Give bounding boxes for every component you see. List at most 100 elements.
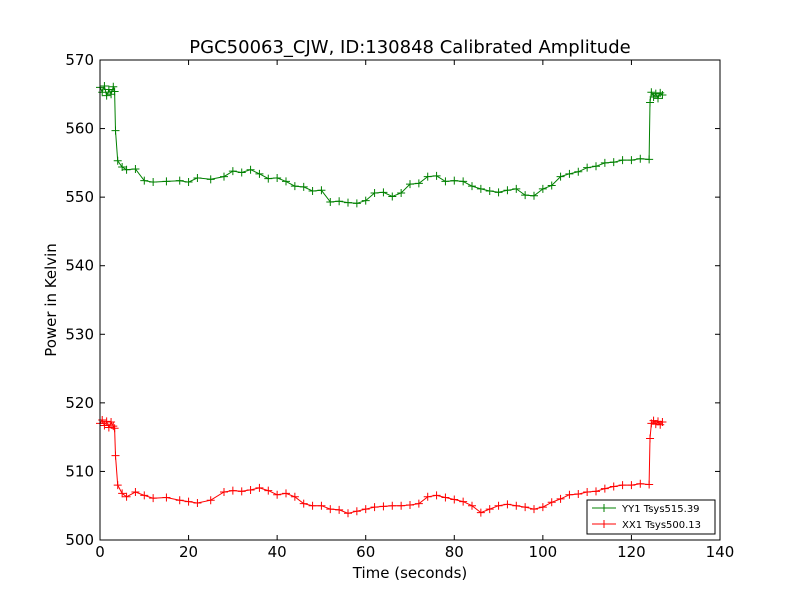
- data-point: [264, 486, 273, 495]
- data-point: [647, 88, 656, 97]
- chart-title: PGC50063_CJW, ID:130848 Calibrated Ampli…: [189, 37, 630, 58]
- series-xx1: [96, 416, 667, 518]
- data-point: [290, 182, 299, 191]
- data-point: [609, 482, 618, 491]
- data-point: [352, 507, 361, 516]
- data-point: [335, 505, 344, 514]
- data-point: [111, 126, 120, 135]
- legend-marker-yy1: [600, 504, 608, 512]
- legend: YY1 Tsys515.39 XX1 Tsys500.13: [586, 499, 716, 535]
- data-point: [547, 181, 556, 190]
- data-point: [326, 197, 335, 206]
- data-point: [414, 499, 423, 508]
- data-point: [636, 479, 645, 488]
- data-point: [206, 496, 215, 505]
- data-point: [547, 498, 556, 507]
- legend-label-xx1: XX1 Tsys500.13: [622, 520, 701, 531]
- y-tick-label: 500: [65, 531, 94, 549]
- data-point: [646, 98, 655, 107]
- data-point: [299, 182, 308, 191]
- data-point: [193, 173, 202, 182]
- data-point: [432, 171, 441, 180]
- data-point: [565, 490, 574, 499]
- axis-ticks: 0 20 40 60 80 100 120 140 500 510 520 530 540 550 560 5…: [65, 51, 734, 561]
- data-point: [468, 182, 476, 191]
- data-point: [512, 184, 521, 193]
- data-point: [98, 416, 107, 424]
- data-point: [651, 89, 660, 98]
- data-point: [600, 484, 609, 493]
- data-point: [111, 451, 120, 460]
- series-yy1: [96, 82, 667, 208]
- data-point: [658, 90, 667, 99]
- data-point: [530, 191, 538, 200]
- data-point: [131, 488, 140, 496]
- data-point: [100, 82, 109, 91]
- data-point: [646, 434, 655, 443]
- data-point: [118, 489, 127, 498]
- data-point: [654, 94, 662, 103]
- data-point: [592, 487, 600, 496]
- data-point: [565, 169, 574, 178]
- data-point: [273, 490, 282, 499]
- data-point: [308, 501, 317, 510]
- x-tick-label: 40: [268, 543, 287, 561]
- data-point: [627, 156, 636, 165]
- y-tick-label: 530: [65, 325, 94, 343]
- x-tick-label: 20: [179, 543, 198, 561]
- data-point: [335, 197, 344, 206]
- data-point: [618, 481, 627, 490]
- data-point: [282, 177, 290, 186]
- data-point: [109, 82, 118, 91]
- data-point: [503, 186, 512, 195]
- data-point: [246, 165, 255, 174]
- data-point: [118, 162, 127, 171]
- y-tick-label: 570: [65, 51, 94, 69]
- legend-box: [586, 499, 716, 535]
- data-point: [299, 499, 308, 508]
- data-point: [583, 163, 592, 172]
- data-point: [521, 503, 530, 512]
- data-point: [102, 417, 111, 426]
- data-point: [618, 156, 627, 165]
- data-point: [246, 485, 255, 494]
- data-point: [110, 424, 119, 433]
- data-point: [583, 488, 592, 496]
- data-point: [317, 501, 326, 510]
- data-point: [344, 509, 352, 518]
- data-point: [423, 492, 432, 501]
- data-point: [290, 492, 299, 501]
- data-point: [122, 165, 131, 174]
- data-point: [645, 155, 654, 164]
- data-point: [220, 172, 228, 181]
- data-point: [273, 173, 282, 182]
- data-point: [459, 177, 468, 186]
- data-point: [104, 85, 113, 94]
- data-point: [149, 178, 158, 187]
- plot-area: [96, 82, 667, 518]
- data-point: [175, 496, 184, 505]
- data-point: [441, 177, 450, 186]
- data-point: [361, 505, 370, 514]
- data-point: [308, 186, 317, 195]
- data-point: [485, 186, 494, 195]
- data-point: [538, 184, 547, 193]
- data-point: [512, 501, 521, 510]
- y-tick-label: 540: [65, 257, 94, 275]
- y-axis-label: Power in Kelvin: [42, 243, 60, 357]
- data-point: [317, 186, 326, 195]
- data-point: [352, 199, 361, 208]
- x-tick-label: 60: [356, 543, 375, 561]
- data-point: [388, 192, 397, 201]
- data-point: [379, 188, 388, 197]
- y-tick-label: 560: [65, 120, 94, 138]
- data-point: [658, 418, 667, 427]
- y-tick-label: 520: [65, 394, 94, 412]
- data-point: [344, 198, 352, 207]
- data-point: [656, 88, 665, 97]
- data-point: [521, 191, 530, 200]
- legend-marker-xx1: [600, 520, 608, 528]
- x-tick-label: 120: [617, 543, 646, 561]
- data-point: [600, 158, 609, 167]
- y-tick-label: 510: [65, 462, 94, 480]
